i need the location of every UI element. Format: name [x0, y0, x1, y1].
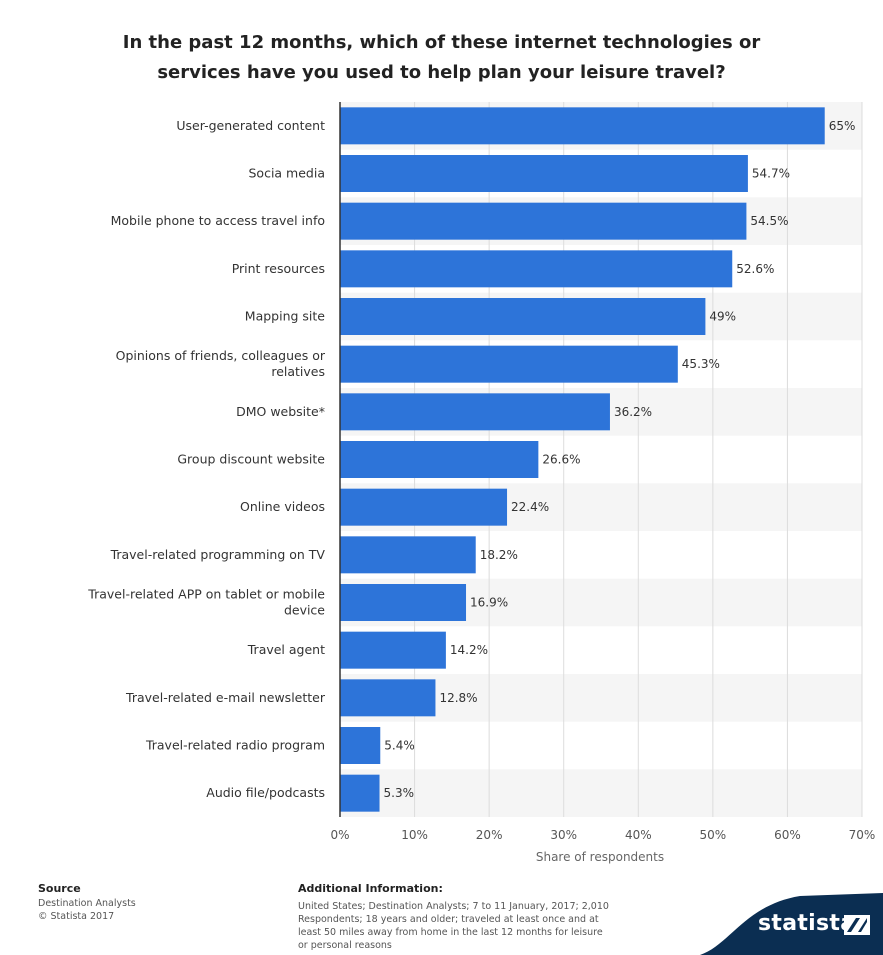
bar[interactable]: [340, 536, 476, 574]
category-label: Travel-related radio program: [145, 738, 325, 753]
data-label: 45.3%: [682, 357, 720, 371]
x-tick-label: 20%: [476, 828, 503, 842]
bar[interactable]: [340, 155, 748, 192]
data-label: 54.7%: [752, 167, 790, 181]
bar[interactable]: [340, 774, 380, 812]
bar[interactable]: [340, 202, 747, 240]
data-label: 18.2%: [480, 548, 518, 562]
x-tick-label: 70%: [849, 828, 876, 842]
data-label: 65%: [829, 119, 856, 133]
category-label: Online videos: [240, 499, 325, 514]
category-label: User-generated content: [176, 118, 325, 133]
data-label: 36.2%: [614, 405, 652, 419]
category-label: Mapping site: [245, 309, 326, 324]
category-label-line: Travel-related e-mail newsletter: [125, 690, 326, 705]
category-label-line: Travel-related radio program: [145, 738, 325, 753]
bar[interactable]: [340, 250, 733, 288]
x-tick-label: 60%: [774, 828, 801, 842]
category-label: Travel agent: [247, 642, 325, 657]
category-label-line: Mobile phone to access travel info: [111, 213, 325, 228]
bar[interactable]: [340, 727, 381, 764]
chart-title: In the past 12 months, which of these in…: [60, 28, 823, 88]
chart-title-line-2: services have you used to help plan your…: [157, 62, 726, 83]
data-label: 14.2%: [450, 643, 488, 657]
x-tick-label: 0%: [330, 828, 349, 842]
category-label-line: Group discount website: [177, 452, 325, 467]
chart-title-line-1: In the past 12 months, which of these in…: [122, 32, 761, 53]
bars: [340, 107, 825, 812]
category-label-line: User-generated content: [176, 118, 325, 133]
category-label: Opinions of friends, colleagues or relati…: [116, 348, 326, 379]
data-label: 54.5%: [750, 214, 788, 228]
data-label: 12.8%: [439, 691, 477, 705]
data-label: 5.4%: [384, 739, 415, 753]
x-tick-label: 10%: [401, 828, 428, 842]
bar[interactable]: [340, 679, 436, 717]
bar[interactable]: [340, 298, 706, 335]
category-label-line: Print resources: [232, 261, 325, 276]
category-label-line: Travel-related programming on TV: [110, 547, 326, 562]
data-label: 52.6%: [736, 262, 774, 276]
category-label: Travel-related programming on TV: [110, 547, 326, 562]
category-label: Travel-related APP on tablet or mobile de…: [87, 587, 325, 618]
bar[interactable]: [340, 107, 825, 145]
category-label: Audio file/podcasts: [206, 785, 325, 800]
bar[interactable]: [340, 441, 539, 478]
x-tick-label: 50%: [700, 828, 727, 842]
value-labels: 65% 54.7% 54.5% 52.6% 49% 45.3% 36.2% 26.6% 22.4…: [384, 119, 856, 800]
row-band: [340, 769, 862, 817]
category-label-line: Travel agent: [247, 642, 325, 657]
category-label-line: Socia media: [249, 166, 326, 181]
data-label: 16.9%: [470, 596, 508, 610]
brand-banner-wave: [700, 893, 883, 955]
category-label-line: Opinions of friends, colleagues or: [116, 348, 326, 363]
category-label-line: Online videos: [240, 499, 325, 514]
bar[interactable]: [340, 488, 508, 526]
data-label: 26.6%: [542, 453, 580, 467]
bar[interactable]: [340, 345, 678, 383]
category-label: DMO website*: [236, 404, 325, 419]
category-label-line: Mapping site: [245, 309, 326, 324]
bar[interactable]: [340, 584, 467, 621]
category-label: Group discount website: [177, 452, 325, 467]
category-label: Travel-related e-mail newsletter: [125, 690, 326, 705]
x-axis-title: Share of respondents: [536, 850, 664, 864]
data-label: 5.3%: [384, 786, 415, 800]
data-label: 22.4%: [511, 500, 549, 514]
category-label-line: device: [284, 603, 325, 618]
category-label: Mobile phone to access travel info: [111, 213, 325, 228]
category-label-line: Audio file/podcasts: [206, 785, 325, 800]
category-label-line: DMO website*: [236, 404, 325, 419]
x-tick-label: 40%: [625, 828, 652, 842]
category-label-line: Travel-related APP on tablet or mobile: [87, 587, 325, 602]
category-label-line: relatives: [271, 364, 325, 379]
x-axis-ticks: 0% 10% 20% 30% 40% 50% 60% 70%: [330, 828, 875, 842]
category-label: Print resources: [232, 261, 325, 276]
bar[interactable]: [340, 631, 446, 669]
data-label: 49%: [709, 310, 736, 324]
x-tick-label: 30%: [550, 828, 577, 842]
category-labels: User-generated content Socia media Mobile …: [87, 118, 326, 800]
category-label: Socia media: [249, 166, 326, 181]
bar[interactable]: [340, 393, 610, 431]
